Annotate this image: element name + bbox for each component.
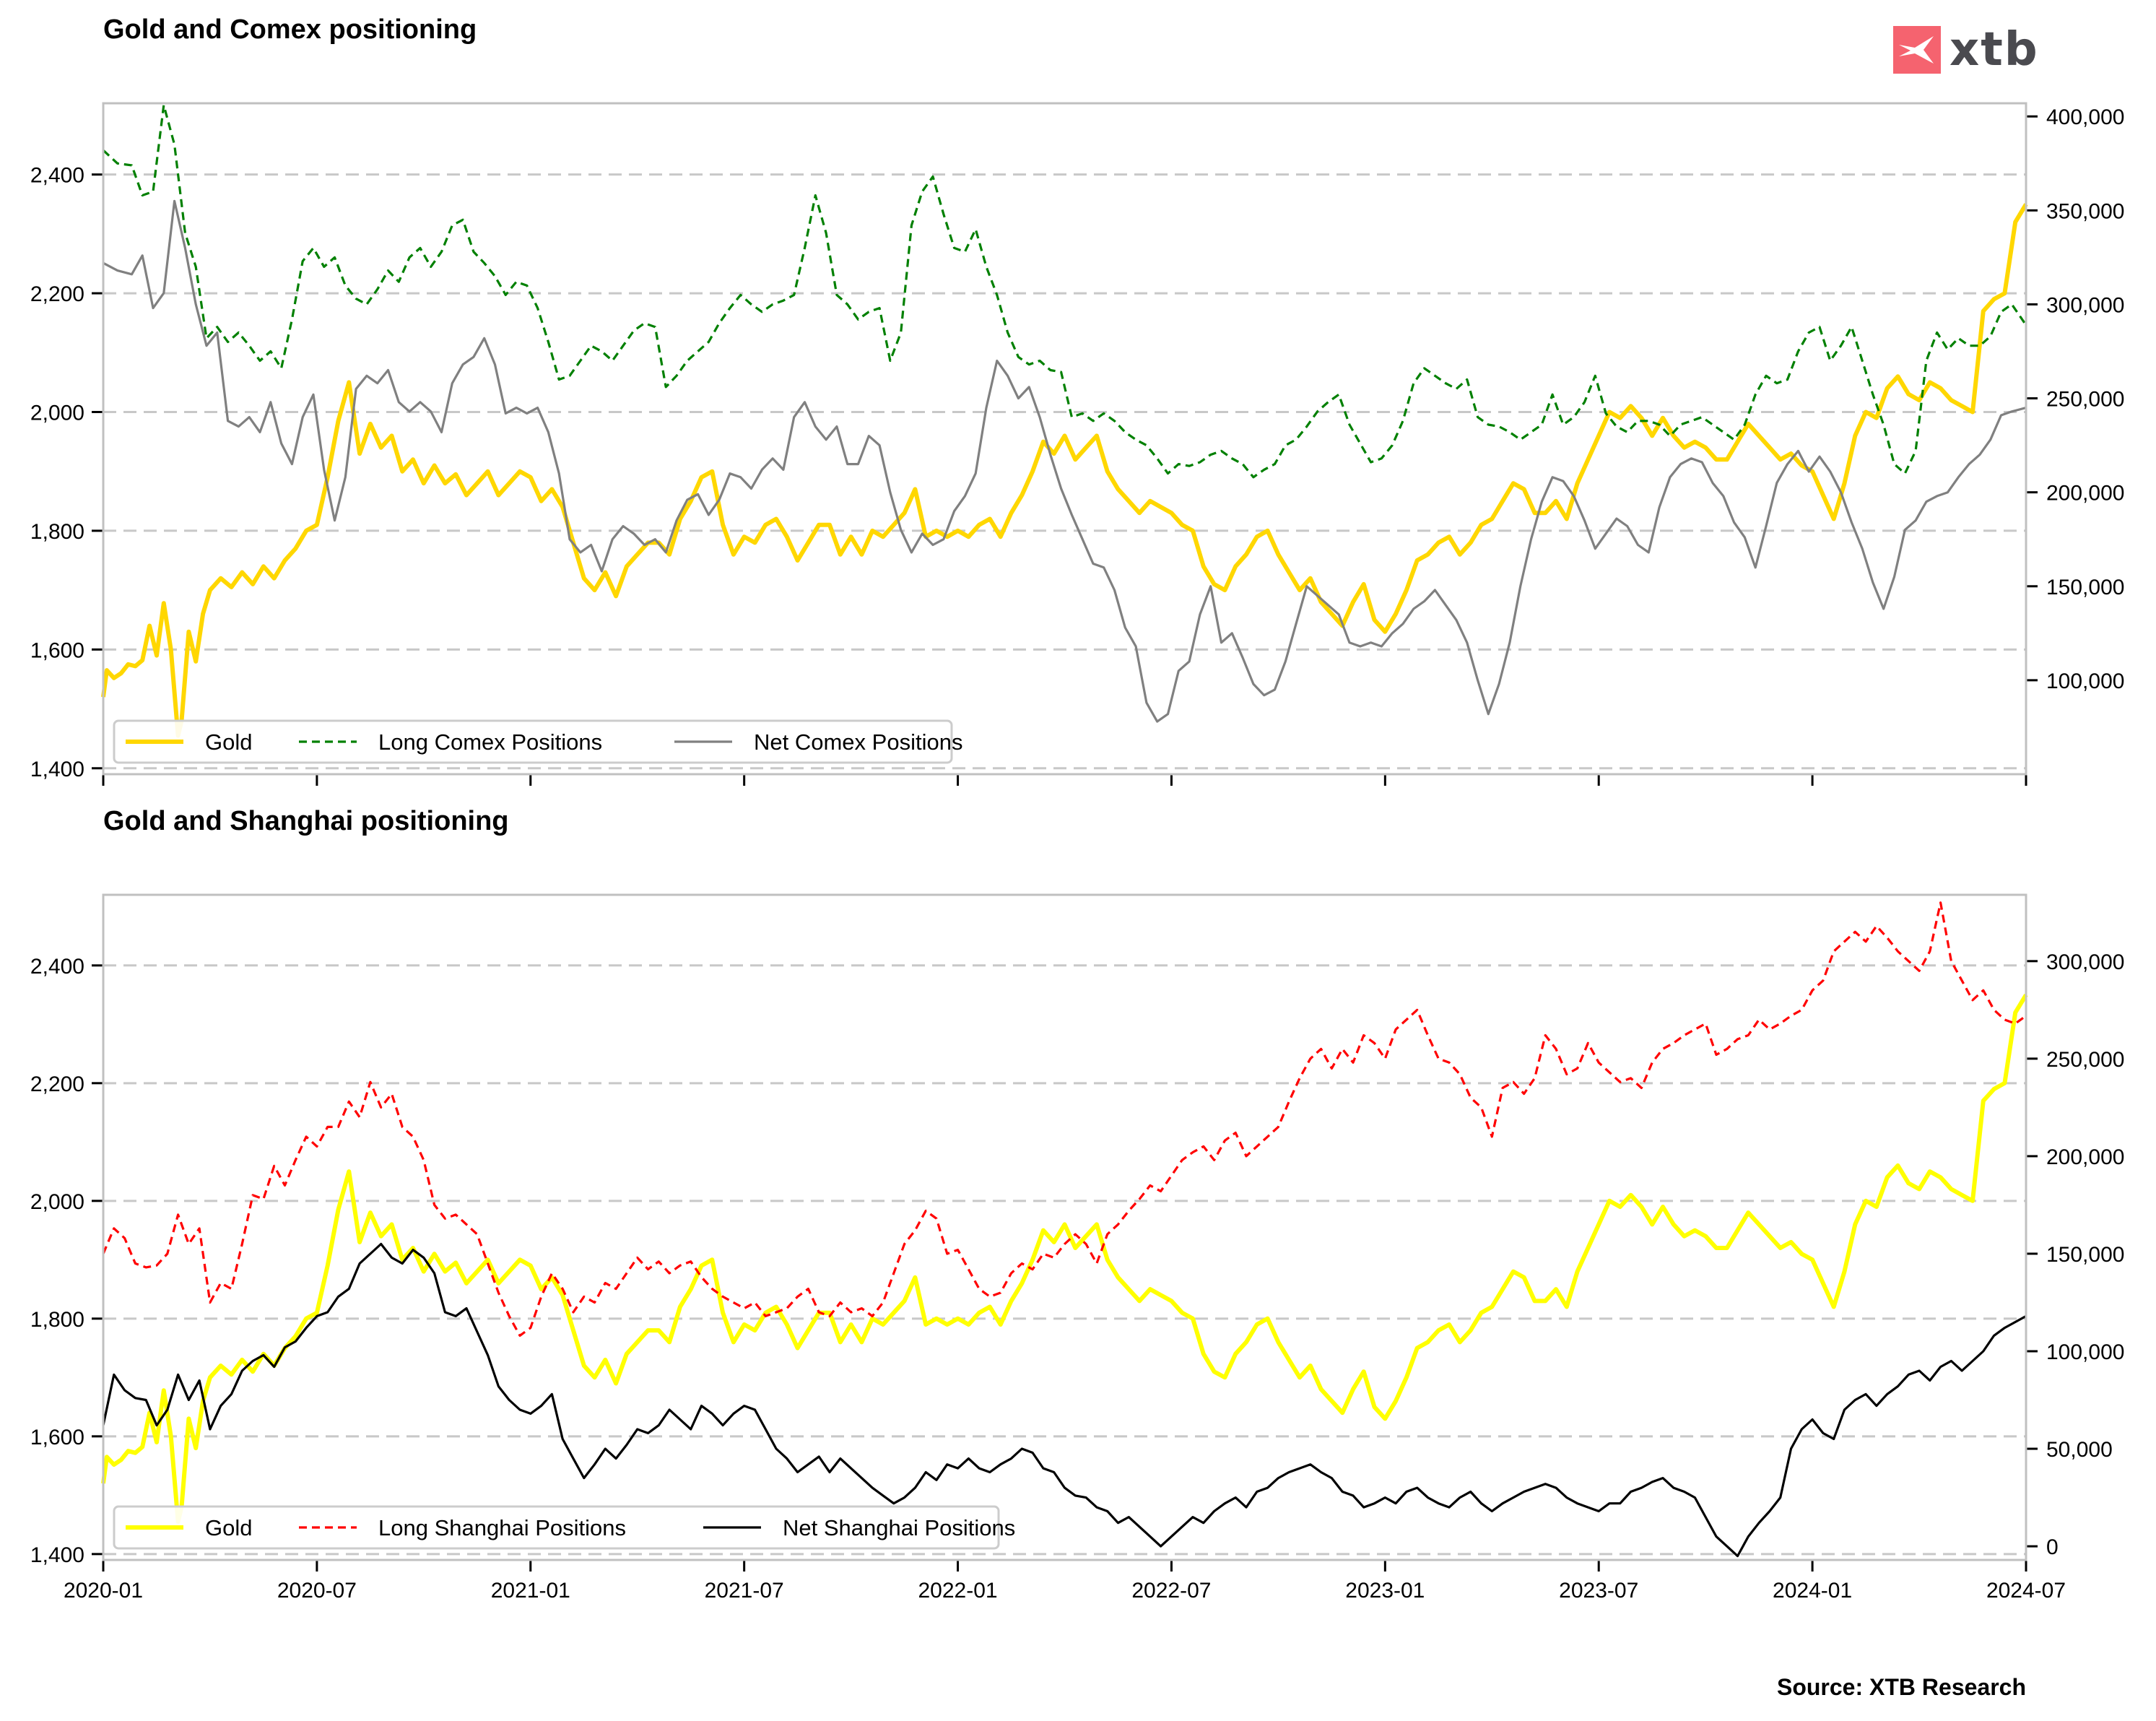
y-right-tick-label: 300,000 xyxy=(2046,950,2124,974)
x-tick-label: 2021-01 xyxy=(491,1579,570,1603)
y-right-tick-label: 150,000 xyxy=(2046,1243,2124,1267)
legend-label: Gold xyxy=(205,1515,252,1540)
y-right-tick-label: 350,000 xyxy=(2046,199,2124,223)
series-line-gold xyxy=(101,994,2028,1524)
comex-chart-panel: 1,400 1,600 1,800 2,000 2,200 2,400 100,000 150… xyxy=(30,102,2124,786)
legend-box xyxy=(113,719,953,764)
series-line-long-comex-positions xyxy=(102,104,2027,479)
y-left-tick-label: 1,600 xyxy=(30,638,84,662)
chart-title-comex: Gold and Comex positioning xyxy=(103,14,477,45)
y-left-tick-label: 1,400 xyxy=(30,758,84,781)
source-note: Source: XTB Research xyxy=(1776,1674,2026,1700)
x-tick-label: 2023-07 xyxy=(1559,1579,1638,1603)
x-tick-label: 2020-01 xyxy=(64,1579,143,1603)
y-right-tick-label: 300,000 xyxy=(2046,293,2124,317)
xtb-logo-icon xyxy=(1893,26,1941,74)
legend-box xyxy=(113,1505,1000,1550)
x-tick-label: 2022-01 xyxy=(918,1579,998,1603)
x-tick-label: 2021-07 xyxy=(705,1579,784,1603)
y-right-tick-label: 200,000 xyxy=(2046,1145,2124,1169)
plot-frame xyxy=(102,893,2027,1561)
series-line-long-shanghai-positions xyxy=(102,901,2027,1338)
y-right-tick-label: 400,000 xyxy=(2046,105,2124,129)
y-left-tick-label: 2,000 xyxy=(30,1190,84,1214)
y-left-tick-label: 2,200 xyxy=(30,282,84,306)
y-left-tick-label: 1,800 xyxy=(30,1308,84,1332)
legend-label: Long Comex Positions xyxy=(378,729,602,755)
chart-title-shanghai: Gold and Shanghai positioning xyxy=(103,806,509,836)
y-left-tick-label: 2,000 xyxy=(30,402,84,425)
x-tick-label: 2024-01 xyxy=(1773,1579,1852,1603)
y-left-tick-label: 2,400 xyxy=(30,955,84,979)
y-right-tick-label: 200,000 xyxy=(2046,482,2124,506)
y-left-tick-label: 1,600 xyxy=(30,1426,84,1449)
y-right-tick-label: 250,000 xyxy=(2046,388,2124,412)
x-tick-label: 2022-07 xyxy=(1131,1579,1211,1603)
xtb-logo-text: xtb xyxy=(1949,23,2039,77)
shanghai-chart-panel: 1,400 1,600 1,800 2,000 2,200 2,400 0 50,000 100… xyxy=(30,893,2124,1603)
series-line-gold xyxy=(101,203,2028,738)
y-left-tick-label: 1,800 xyxy=(30,520,84,544)
series-line-net-shanghai-positions xyxy=(102,1242,2027,1558)
plot-frame xyxy=(102,102,2027,776)
x-tick-label: 2023-01 xyxy=(1345,1579,1425,1603)
y-left-tick-label: 2,400 xyxy=(30,164,84,188)
y-right-tick-label: 100,000 xyxy=(2046,669,2124,693)
legend-label: Gold xyxy=(205,729,252,755)
y-right-tick-label: 100,000 xyxy=(2046,1340,2124,1364)
y-right-tick-label: 50,000 xyxy=(2046,1438,2113,1462)
xtb-logo: xtb xyxy=(1893,26,2039,74)
legend-label: Long Shanghai Positions xyxy=(378,1515,626,1540)
y-left-tick-label: 2,200 xyxy=(30,1072,84,1096)
x-tick-label: 2024-07 xyxy=(1986,1579,2066,1603)
legend-label: Net Shanghai Positions xyxy=(783,1515,1015,1540)
y-left-tick-label: 1,400 xyxy=(30,1543,84,1567)
y-right-tick-label: 250,000 xyxy=(2046,1048,2124,1072)
legend-label: Net Comex Positions xyxy=(754,729,962,755)
x-tick-label: 2020-07 xyxy=(277,1579,357,1603)
series-line-net-comex-positions xyxy=(103,199,2027,723)
y-right-tick-label: 0 xyxy=(2046,1535,2059,1559)
y-right-tick-label: 150,000 xyxy=(2046,576,2124,599)
